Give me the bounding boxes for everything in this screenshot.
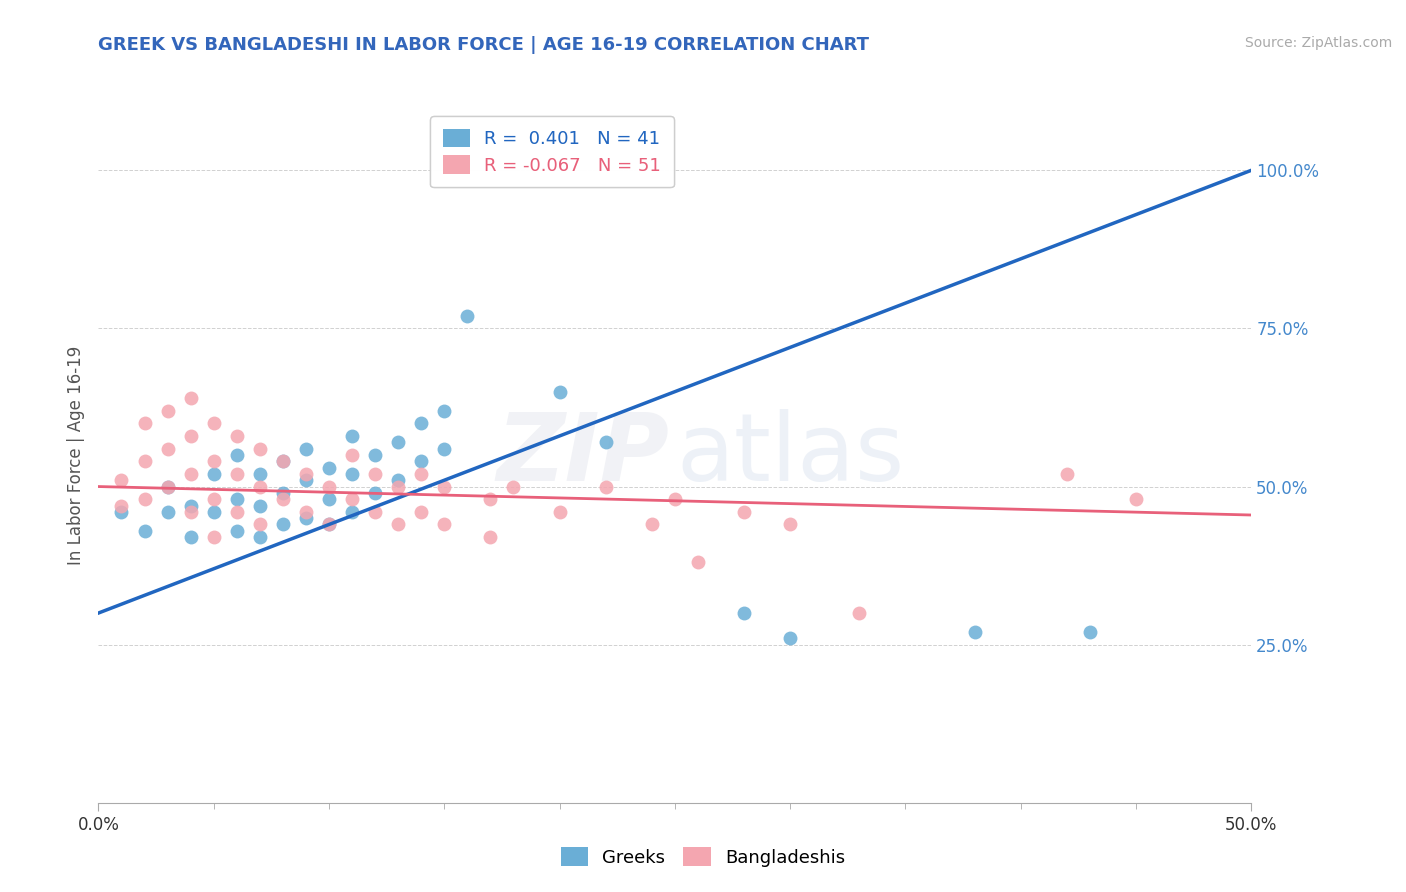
Point [271,454,294,468]
Point [340,492,363,507]
Point [340,505,363,519]
Point [387,517,409,532]
Point [364,467,387,481]
Point [271,454,294,468]
Point [180,499,202,513]
Point [202,530,225,544]
Point [271,517,294,532]
Point [110,499,132,513]
Point [249,517,271,532]
Point [848,606,870,620]
Point [733,606,755,620]
Point [180,391,202,405]
Point [548,384,571,399]
Point [295,442,318,456]
Text: Source: ZipAtlas.com: Source: ZipAtlas.com [1244,36,1392,50]
Point [156,479,179,493]
Point [180,429,202,443]
Point [318,517,340,532]
Point [433,403,456,417]
Point [963,625,986,640]
Point [387,473,409,487]
Point [249,479,271,493]
Point [387,435,409,450]
Point [318,517,340,532]
Point [202,454,225,468]
Point [318,479,340,493]
Point [295,473,318,487]
Text: ZIP: ZIP [496,409,669,501]
Point [340,429,363,443]
Point [411,417,433,431]
Point [225,505,247,519]
Point [156,479,179,493]
Point [364,448,387,462]
Point [340,467,363,481]
Point [271,492,294,507]
Point [433,479,456,493]
Point [595,435,617,450]
Point [271,486,294,500]
Point [156,403,179,417]
Point [110,473,132,487]
Point [202,492,225,507]
Point [202,417,225,431]
Point [779,517,801,532]
Point [134,492,156,507]
Point [249,467,271,481]
Point [225,492,247,507]
Point [295,511,318,525]
Legend: R =  0.401   N = 41, R = -0.067   N = 51: R = 0.401 N = 41, R = -0.067 N = 51 [430,116,673,187]
Point [733,505,755,519]
Point [433,517,456,532]
Point [225,467,247,481]
Point [411,454,433,468]
Point [411,505,433,519]
Point [340,448,363,462]
Point [156,442,179,456]
Point [318,460,340,475]
Point [595,479,617,493]
Point [134,417,156,431]
Point [1056,467,1078,481]
Point [180,530,202,544]
Point [295,467,318,481]
Point [180,505,202,519]
Point [202,467,225,481]
Point [295,505,318,519]
Point [641,517,664,532]
Text: GREEK VS BANGLADESHI IN LABOR FORCE | AGE 16-19 CORRELATION CHART: GREEK VS BANGLADESHI IN LABOR FORCE | AG… [98,36,869,54]
Point [180,467,202,481]
Point [249,530,271,544]
Point [134,524,156,538]
Legend: Greeks, Bangladeshis: Greeks, Bangladeshis [554,840,852,874]
Point [479,530,502,544]
Point [1125,492,1147,507]
Text: atlas: atlas [676,409,904,501]
Point [387,479,409,493]
Point [202,505,225,519]
Point [502,479,524,493]
Point [664,492,686,507]
Point [249,499,271,513]
Point [364,505,387,519]
Point [225,524,247,538]
Point [479,492,502,507]
Point [364,486,387,500]
Point [456,309,478,323]
Point [318,492,340,507]
Point [225,448,247,462]
Point [548,505,571,519]
Point [156,505,179,519]
Point [411,467,433,481]
Point [249,442,271,456]
Point [686,556,709,570]
Point [110,505,132,519]
Point [225,429,247,443]
Point [1078,625,1101,640]
Point [433,442,456,456]
Y-axis label: In Labor Force | Age 16-19: In Labor Force | Age 16-19 [66,345,84,565]
Point [779,632,801,646]
Point [134,454,156,468]
